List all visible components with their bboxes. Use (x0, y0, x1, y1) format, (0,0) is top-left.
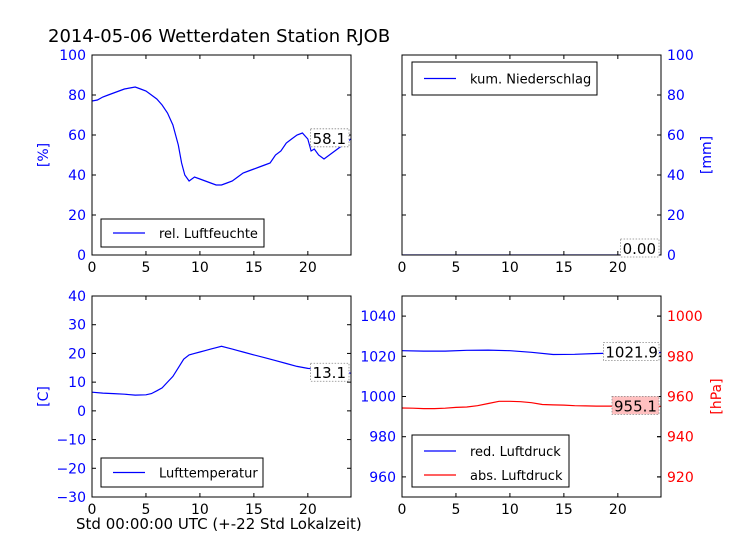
x-tick-label: 15 (555, 502, 573, 518)
legend-label: Lufttemperatur (159, 467, 258, 482)
y-tick-label: 980 (369, 430, 396, 446)
y2-tick-label: 980 (667, 349, 694, 365)
legend-box (411, 434, 570, 488)
x-tick-label: 0 (88, 260, 97, 276)
legend-label: kum. Niederschlag (470, 73, 591, 88)
y-tick-label: 40 (667, 168, 685, 184)
end-value-box (603, 342, 660, 361)
panel-bottom-left: 0 5 10 15 20 −30 −20 −10 0 10 20 30 40 [C] 13.1 Lufttem… (36, 289, 352, 518)
y-tick-label: 80 (667, 88, 685, 104)
y-axis-label: [%] (36, 143, 52, 167)
y2-tick-label: 1000 (667, 309, 703, 325)
end-value-box (611, 395, 660, 415)
y2-tick-label: 940 (667, 430, 694, 446)
end-value-label: 0.00 (623, 240, 656, 258)
x-tick-label: 0 (398, 502, 407, 518)
series-line-1 (92, 86, 351, 186)
end-value-box (620, 238, 660, 258)
plot-frame (91, 295, 352, 498)
x-tick-label: 10 (191, 502, 209, 518)
panel-top-left: 0 5 10 15 20 0 20 40 60 80 100 [%] 58.1 rel. Luftfeuc… (36, 48, 352, 276)
panel-top-right: 0 5 10 15 20 0 20 40 60 80 100 [mm] 0.00 kum. Nieders… (398, 48, 715, 276)
y2-tick-label: 960 (667, 390, 694, 406)
y-tick-label: 30 (68, 318, 86, 334)
y-tick-label: 80 (68, 88, 86, 104)
end-value-label: 955.1 (614, 397, 657, 415)
end-value-box (310, 362, 350, 382)
y-axis-label: [C] (36, 386, 52, 407)
x-tick-label: 5 (141, 260, 150, 276)
panel-bottom-right: 0 5 10 15 20 960 980 1000 1020 1040 920 940 960 980 10… (360, 295, 725, 518)
y-tick-label: 20 (68, 346, 86, 362)
y-tick-label: 60 (667, 128, 685, 144)
x-tick-label: 15 (555, 260, 573, 276)
x-tick-label: 20 (609, 502, 627, 518)
end-value-label: 58.1 (313, 130, 346, 148)
x-tick-label: 5 (451, 260, 460, 276)
series-line-1 (92, 345, 351, 396)
x-tick-label: 5 (451, 502, 460, 518)
y-tick-label: −20 (56, 461, 86, 477)
y-tick-label: 1020 (360, 349, 396, 365)
y-tick-label: 20 (667, 208, 685, 224)
end-value-label: 13.1 (313, 364, 346, 382)
y-tick-label: −10 (56, 433, 86, 449)
legend-label: rel. Luftfeuchte (159, 227, 258, 242)
y-tick-label: 0 (77, 248, 86, 264)
x-tick-label: 10 (191, 260, 209, 276)
y-tick-label: 0 (667, 248, 676, 264)
legend-label: red. Luftdruck (470, 445, 561, 460)
x-tick-label: 10 (501, 502, 519, 518)
figure-title: 2014-05-06 Wetterdaten Station RJOB (48, 26, 391, 47)
y-tick-label: 0 (77, 404, 86, 420)
y-tick-label: 100 (667, 48, 694, 64)
plot-frame (401, 54, 662, 256)
y-tick-label: 960 (369, 470, 396, 486)
plot-frame (91, 54, 352, 256)
y-tick-label: 40 (68, 168, 86, 184)
x-tick-label: 0 (398, 260, 407, 276)
y-tick-label: 60 (68, 128, 86, 144)
x-tick-label: 15 (245, 502, 263, 518)
y-tick-label: 10 (68, 375, 86, 391)
y2-axis-label: [hPa] (709, 378, 725, 414)
x-tick-label: 0 (88, 502, 97, 518)
y-tick-label: 1000 (360, 390, 396, 406)
end-value-box (310, 128, 350, 148)
y-tick-label: 40 (68, 289, 86, 305)
y-tick-label: 20 (68, 208, 86, 224)
x-tick-label: 20 (299, 260, 317, 276)
y-axis-label: [mm] (699, 136, 715, 174)
y-tick-label: 100 (59, 48, 86, 64)
y2-tick-label: 920 (667, 470, 694, 486)
y-tick-label: −30 (56, 490, 86, 506)
x-tick-label: 20 (299, 502, 317, 518)
x-tick-label: 20 (609, 260, 627, 276)
x-tick-label: 15 (245, 260, 263, 276)
x-tick-label: 10 (501, 260, 519, 276)
x-tick-label: 5 (141, 502, 150, 518)
end-value-label: 1021.9 (605, 343, 658, 361)
legend-label: abs. Luftdruck (470, 469, 563, 484)
y-tick-label: 1040 (360, 309, 396, 325)
x-axis-caption: Std 00:00:00 UTC (+-22 Std Lokalzeit) (76, 515, 362, 533)
